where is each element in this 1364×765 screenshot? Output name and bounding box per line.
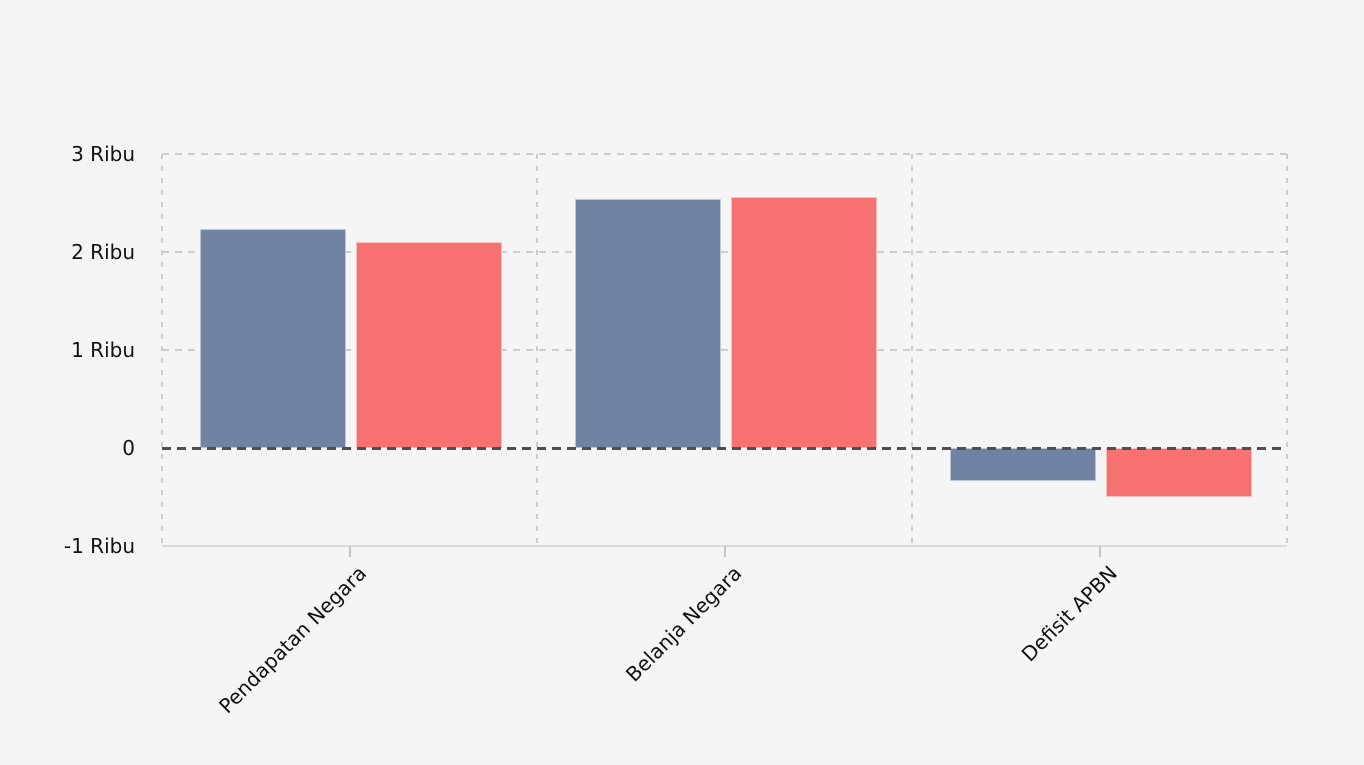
y-axis-tick-label: 3 Ribu <box>71 142 135 166</box>
x-axis-category-label: Defisit APBN <box>1016 561 1122 667</box>
grid-line-horizontal <box>162 349 1287 351</box>
bar-pendapatan-negara-s2 <box>356 242 502 448</box>
y-axis-tick-label: 1 Ribu <box>71 338 135 362</box>
y-axis-tick-label: 0 <box>122 436 135 460</box>
plot-border-top <box>162 153 1287 155</box>
grid-line-vertical <box>536 154 538 546</box>
bar-defisit-apbn-s1 <box>950 448 1096 482</box>
plot-border-vertical <box>161 154 163 546</box>
bar-pendapatan-negara-s1 <box>200 229 346 448</box>
bar-belanja-negara-s1 <box>575 199 721 448</box>
grid-line-horizontal <box>162 251 1287 253</box>
plot-border-vertical <box>1286 154 1288 546</box>
y-axis-tick-label: -1 Ribu <box>63 534 135 558</box>
x-axis-tick <box>348 546 351 557</box>
grid-line-vertical <box>911 154 913 546</box>
x-axis-category-label: Pendapatan Negara <box>214 561 372 719</box>
x-axis-tick <box>723 546 726 557</box>
bar-belanja-negara-s2 <box>731 197 877 448</box>
x-axis-tick <box>1098 546 1101 557</box>
y-axis-tick-label: 2 Ribu <box>71 240 135 264</box>
zero-line <box>162 446 1287 450</box>
x-axis-category-label: Belanja Negara <box>621 561 747 687</box>
bar-defisit-apbn-s2 <box>1106 448 1252 497</box>
